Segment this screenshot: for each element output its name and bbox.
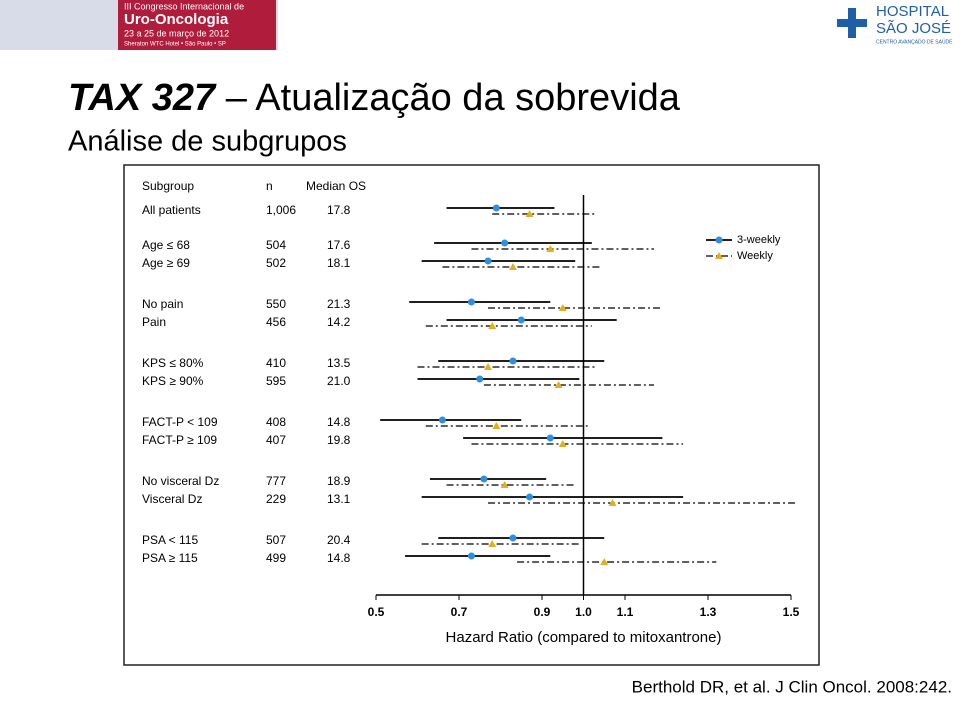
x-tick-label: 1.3 (700, 605, 717, 619)
point (558, 304, 567, 311)
point (467, 552, 475, 560)
point (492, 204, 500, 212)
column-header: n (266, 179, 273, 193)
row-value: 229 (266, 492, 286, 506)
row-label: No pain (142, 297, 183, 311)
hospital-name: HOSPITAL (876, 3, 949, 20)
logo-cross (837, 19, 867, 27)
row-label: KPS ≤ 80% (142, 356, 204, 370)
row-value: 777 (266, 474, 286, 488)
point (438, 416, 446, 424)
row-value: 17.6 (327, 238, 351, 252)
point (500, 481, 509, 488)
chart-frame (123, 164, 820, 666)
congress-text: Sheraton WTC Hotel • São Paulo • SP (124, 42, 226, 48)
row-value: 502 (266, 256, 286, 270)
row-label: FACT-P ≥ 109 (142, 433, 217, 447)
point (526, 493, 534, 501)
row-value: 595 (266, 374, 286, 388)
congress-text: Uro-Oncologia (124, 11, 229, 28)
row-value: 18.9 (327, 474, 351, 488)
row-value: 13.5 (327, 356, 351, 370)
row-value: 14.8 (327, 415, 351, 429)
row-value: 407 (266, 433, 286, 447)
x-tick-label: 1.1 (617, 605, 634, 619)
point (467, 298, 475, 306)
row-label: Pain (142, 315, 166, 329)
point (484, 257, 492, 265)
x-tick-label: 0.7 (451, 605, 468, 619)
slide-subtitle: Análise de subgrupos (68, 126, 347, 158)
row-label: FACT-P < 109 (142, 415, 218, 429)
hospital-logo (837, 8, 867, 38)
point (509, 534, 517, 542)
point (488, 540, 497, 547)
column-header: Median OS (306, 179, 366, 193)
point (600, 558, 609, 565)
row-value: 20.4 (327, 533, 351, 547)
row-label: KPS ≥ 90% (142, 374, 204, 388)
legend-label: Weekly (737, 250, 773, 262)
x-tick-label: 1.0 (575, 605, 592, 619)
slide-title: TAX 327 – Atualização da sobrevida (68, 77, 681, 119)
x-tick-label: 1.5 (783, 605, 800, 619)
point (476, 375, 484, 383)
row-value: 504 (266, 238, 286, 252)
row-label: Visceral Dz (142, 492, 202, 506)
point (546, 245, 555, 252)
row-value: 14.2 (327, 315, 351, 329)
row-value: 550 (266, 297, 286, 311)
row-label: Age ≤ 68 (142, 238, 190, 252)
x-axis-label: Hazard Ratio (compared to mitoxantrone) (446, 629, 722, 646)
point (492, 422, 501, 429)
congress-text: III Congresso Internacional de (124, 1, 244, 11)
row-value: 14.8 (327, 551, 351, 565)
row-value: 13.1 (327, 492, 351, 506)
congress-banner-band (118, 0, 276, 50)
point (484, 363, 493, 370)
row-value: 408 (266, 415, 286, 429)
row-value: 410 (266, 356, 286, 370)
row-value: 21.3 (327, 297, 351, 311)
point (501, 239, 509, 247)
column-header: Subgroup (142, 179, 194, 193)
congress-text: 23 a 25 de março de 2012 (124, 28, 229, 38)
point (525, 210, 534, 217)
row-value: 21.0 (327, 374, 351, 388)
point (508, 263, 517, 270)
citation: Berthold DR, et al. J Clin Oncol. 2008:2… (632, 677, 952, 696)
row-value: 17.8 (327, 203, 351, 217)
point (608, 499, 617, 506)
row-value: 499 (266, 551, 286, 565)
row-label: PSA ≥ 115 (142, 551, 198, 565)
point (480, 475, 488, 483)
x-tick-label: 0.5 (368, 605, 385, 619)
row-value: 19.8 (327, 433, 351, 447)
x-tick-label: 0.9 (534, 605, 551, 619)
row-value: 507 (266, 533, 286, 547)
legend-label: 3-weekly (737, 234, 781, 246)
row-label: No visceral Dz (142, 474, 219, 488)
point (488, 322, 497, 329)
row-label: PSA < 115 (142, 533, 198, 547)
row-value: 1,006 (266, 203, 296, 217)
legend-marker (715, 236, 723, 244)
point (509, 357, 517, 365)
row-label: All patients (142, 203, 201, 217)
point (517, 316, 525, 324)
point (554, 381, 563, 388)
hospital-tagline: CENTRO AVANÇADO DE SAÚDE (876, 38, 953, 45)
legend-marker (715, 252, 723, 259)
title-rest: – Atualização da sobrevida (215, 77, 681, 119)
point (546, 434, 554, 442)
hospital-name: SÃO JOSÉ (876, 20, 951, 37)
point (558, 440, 567, 447)
row-value: 456 (266, 315, 286, 329)
row-value: 18.1 (327, 256, 351, 270)
title-bold: TAX 327 (68, 77, 217, 119)
row-label: Age ≥ 69 (142, 256, 190, 270)
